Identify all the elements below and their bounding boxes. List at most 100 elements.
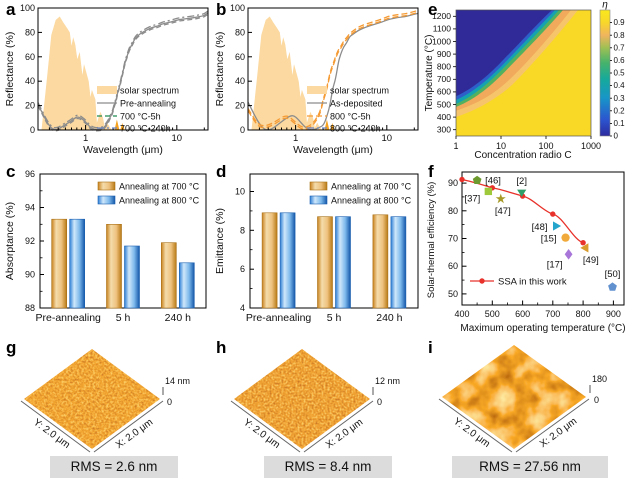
y-tick-label: 90 xyxy=(448,178,458,188)
ref-label-[49]: [49] xyxy=(583,255,599,266)
colorbar-tick-label: 0.9 xyxy=(614,18,626,27)
ref-label-[15]: [15] xyxy=(541,234,557,245)
legend-swatch-solar xyxy=(307,86,327,94)
panel-e: e xyxy=(424,0,630,162)
scale-min-label: 0 xyxy=(594,395,599,405)
y-tick-label: 400 xyxy=(437,112,451,122)
y-tick-label: 92 xyxy=(25,236,35,246)
y-tick-label: 800 xyxy=(437,62,451,72)
x-axis-label: Wavelength (μm) xyxy=(293,144,373,156)
ref-marker-pentagon xyxy=(472,175,482,184)
x-axis-label: Wavelength (μm) xyxy=(83,144,163,156)
x-axis-line xyxy=(93,400,164,453)
bar-700C-240 h xyxy=(372,214,389,309)
svg-text:40: 40 xyxy=(235,76,245,86)
y-tick-label: 88 xyxy=(25,303,35,313)
y-tick-label: 94 xyxy=(25,203,35,213)
ref-label-[37]: [37] xyxy=(464,193,480,204)
y-tick-label: 96 xyxy=(25,169,35,179)
x-tick-label: 10 xyxy=(496,141,506,151)
y-tick-labels: 0 20 40 60 80 100 xyxy=(230,3,245,135)
afm-image-pre-annealing: Y: 2.0 μm X: 2.0 μm 14 nm 0 xyxy=(20,349,190,453)
x-category-label: 240 h xyxy=(165,312,191,324)
legend-label: 800 °C-5h xyxy=(330,112,371,122)
panel-letter-g: g xyxy=(6,338,17,357)
y-tick-label: 90 xyxy=(25,270,35,280)
afm-texture xyxy=(24,349,160,449)
bar-700C-Pre-annealing xyxy=(51,218,68,309)
x-tick-label: 700 xyxy=(545,309,560,319)
x-ticks xyxy=(48,125,205,130)
legend-swatch-solar xyxy=(97,86,117,94)
ssa-line xyxy=(461,178,584,244)
y-axis-label: Absorptance (%) xyxy=(4,202,16,280)
y-tick-label: 10 xyxy=(235,187,245,197)
afm-texture xyxy=(234,349,370,449)
x-category-label: 5 h xyxy=(116,312,131,324)
svg-text:60: 60 xyxy=(235,52,245,62)
y-tick-label: 4 xyxy=(240,303,245,313)
svg-text:80: 80 xyxy=(235,27,245,37)
panel-h: h Y: 2.0 μm X: 2.0 μm xyxy=(212,337,424,487)
x-category-label: Pre-annealing xyxy=(36,312,102,324)
panel-letter-i: i xyxy=(428,338,433,357)
ref-marker-diamond xyxy=(564,249,573,260)
ssa-point xyxy=(580,240,586,246)
x-ticks xyxy=(258,125,415,130)
legend-swatch xyxy=(97,195,116,205)
svg-text:0: 0 xyxy=(240,125,245,135)
colorbar-tick-label: 0.6 xyxy=(614,56,626,65)
bar-800C-240 h xyxy=(179,262,195,309)
x-tick-label: 1000 xyxy=(581,141,601,151)
legend-b: solar spectrum As-deposited 800 °C-5h 80… xyxy=(307,86,389,134)
legend-swatch xyxy=(97,181,116,191)
svg-text:100: 100 xyxy=(20,3,35,13)
legend-marker xyxy=(479,278,485,284)
panel-b: b 0 20 40 60 80 xyxy=(212,0,424,162)
panel-letter-d: d xyxy=(216,162,227,181)
emittance-bar-chart: 4 6 8 10 Pre-annealing 5 h 240 h Annealing at 7… xyxy=(214,173,419,324)
x-tick-label: 400 xyxy=(454,309,469,319)
svg-text:60: 60 xyxy=(25,52,35,62)
absorptance-bar-chart: 88 90 92 94 96 Pre-annealing 5 h 240 h Annealing… xyxy=(4,169,207,324)
y-axis-label: Temperature (°C) xyxy=(424,35,435,112)
legend-a: solar spectrum Pre-annealing 700 °C-5h 7… xyxy=(97,86,179,134)
y-axis-label: Emittance (%) xyxy=(214,208,226,274)
afm-texture xyxy=(442,345,586,449)
svg-text:20: 20 xyxy=(25,101,35,111)
x-axis-label: Maximum operating temperature (°C) xyxy=(460,323,625,334)
x-axis-line xyxy=(303,400,374,453)
ref-marker-square xyxy=(484,187,493,196)
colorbar-tick-label: 0.5 xyxy=(614,69,626,78)
x-tick-label: 800 xyxy=(576,309,591,319)
panel-c: c 88 90 92 94 96 Pre-annealing 5 h 240 h Anneali… xyxy=(2,160,212,337)
heatmap-frame xyxy=(455,9,592,137)
panel-letter-b: b xyxy=(216,0,227,19)
x-tick-label: 900 xyxy=(606,309,621,319)
bar-800C-5 h xyxy=(335,216,351,309)
rms-label: RMS = 2.6 nm xyxy=(50,456,178,478)
x-tick-label: 100 xyxy=(538,141,553,151)
bar-700C-5 h xyxy=(317,216,333,309)
ref-marker-circle xyxy=(561,233,570,242)
ref-marker-star xyxy=(495,193,506,204)
y-tick-labels: 0 20 40 60 80 100 xyxy=(20,3,35,135)
colorbar-tick-label: 0.3 xyxy=(614,94,626,103)
colorbar-tick-label: 0.4 xyxy=(614,81,626,90)
bar-700C-Pre-annealing xyxy=(261,212,278,309)
legend-label: 700 °C-240h xyxy=(120,124,171,134)
curves-700C xyxy=(37,10,209,132)
svg-text:1: 1 xyxy=(83,133,88,144)
legend-label: As-deposited xyxy=(330,99,383,109)
ref-label-[48]: [48] xyxy=(532,222,548,233)
x-category-label: 5 h xyxy=(327,312,342,324)
solar-spectrum-area xyxy=(41,16,113,130)
scale-max-label: 12 nm xyxy=(375,376,400,386)
efficiency-heatmap: η Concentration radio C Temperature (°C)… xyxy=(424,0,626,161)
y-tick-label: 1200 xyxy=(432,11,451,21)
y-tick-label: 700 xyxy=(437,74,451,84)
efficiency-scatter-chart: 400 500 600 700 800 900 50 60 70 80 90 [46] [37] [47]… xyxy=(426,171,626,334)
legend-label: Pre-annealing xyxy=(120,99,176,109)
plot-frame xyxy=(249,173,419,309)
panel-i: i Y: 2.0 μm X: 2.0 μm xyxy=(424,337,630,487)
